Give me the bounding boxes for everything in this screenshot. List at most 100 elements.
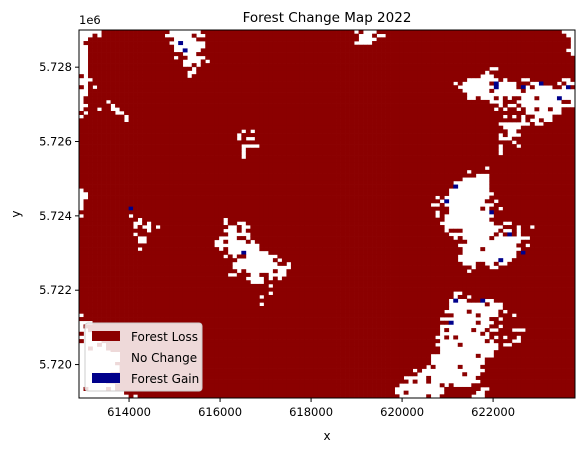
forest-loss-cell [137, 59, 143, 64]
forest-loss-cell [516, 180, 522, 185]
forest-loss-cell [552, 180, 558, 185]
forest-loss-cell [160, 59, 166, 64]
forest-loss-cell [223, 103, 229, 108]
forest-loss-cell [83, 184, 89, 189]
forest-loss-cell [448, 85, 454, 90]
forest-loss-cell [209, 41, 215, 46]
forest-loss-cell [331, 110, 337, 115]
forest-loss-cell [475, 30, 481, 35]
forest-loss-cell [218, 158, 224, 163]
forest-loss-cell [484, 114, 490, 119]
forest-loss-cell [426, 195, 432, 200]
forest-loss-cell [209, 63, 215, 68]
forest-loss-cell [349, 180, 355, 185]
forest-loss-cell [340, 30, 346, 35]
forest-loss-cell [254, 74, 260, 79]
forest-loss-cell [385, 151, 391, 156]
forest-loss-cell [525, 125, 531, 130]
forest-loss-cell [534, 41, 540, 46]
forest-loss-cell [412, 30, 418, 35]
forest-loss-cell [493, 114, 499, 119]
forest-loss-cell [529, 44, 535, 49]
forest-loss-cell [83, 114, 89, 119]
forest-loss-cell [304, 114, 310, 119]
forest-loss-cell [372, 191, 377, 196]
forest-loss-cell [565, 173, 571, 178]
forest-loss-cell [412, 33, 418, 38]
forest-loss-cell [295, 96, 301, 101]
forest-loss-cell [372, 96, 377, 101]
forest-loss-cell [511, 173, 517, 178]
forest-loss-cell [394, 85, 400, 90]
forest-loss-cell [299, 37, 305, 42]
forest-loss-cell [277, 44, 283, 49]
forest-loss-cell [543, 30, 549, 35]
forest-loss-cell [214, 147, 220, 152]
forest-loss-cell [155, 92, 161, 97]
forest-loss-cell [471, 66, 477, 71]
forest-loss-cell [381, 81, 386, 86]
forest-loss-cell [426, 88, 432, 93]
forest-loss-cell [277, 70, 283, 75]
forest-loss-cell [561, 129, 567, 134]
forest-loss-cell [484, 110, 490, 115]
forest-loss-cell [308, 77, 314, 82]
forest-loss-cell [214, 122, 220, 127]
forest-loss-cell [304, 210, 310, 215]
forest-loss-cell [308, 92, 314, 97]
forest-loss-cell [565, 110, 571, 115]
forest-loss-cell [304, 162, 310, 167]
forest-loss-cell [101, 122, 107, 127]
forest-loss-cell [101, 136, 107, 141]
forest-loss-cell [254, 55, 260, 60]
forest-loss-cell [534, 30, 540, 35]
forest-loss-cell [453, 48, 459, 53]
forest-loss-cell [358, 44, 364, 49]
forest-loss-cell [534, 55, 540, 60]
forest-loss-cell [327, 55, 332, 60]
forest-loss-cell [290, 125, 296, 130]
forest-loss-cell [336, 191, 341, 196]
forest-loss-cell [538, 155, 544, 160]
forest-loss-cell [272, 184, 278, 189]
forest-loss-cell [561, 107, 567, 112]
forest-loss-cell [317, 202, 323, 207]
forest-loss-cell [385, 144, 391, 149]
forest-loss-cell [327, 147, 332, 152]
forest-loss-cell [155, 125, 161, 130]
forest-loss-cell [146, 147, 152, 152]
forest-loss-cell [426, 63, 432, 68]
forest-loss-cell [250, 96, 256, 101]
forest-loss-cell [547, 77, 553, 82]
forest-loss-cell [381, 158, 386, 163]
forest-loss-cell [281, 114, 287, 119]
forest-loss-cell [227, 114, 233, 119]
forest-loss-cell [417, 188, 423, 193]
forest-loss-cell [205, 70, 211, 75]
forest-loss-cell [295, 169, 301, 174]
forest-loss-cell [520, 30, 526, 35]
forest-loss-cell [124, 125, 129, 130]
forest-loss-cell [313, 173, 319, 178]
forest-loss-cell [327, 85, 332, 90]
forest-loss-cell [426, 52, 432, 57]
forest-loss-cell [552, 114, 558, 119]
forest-loss-cell [399, 55, 405, 60]
forest-loss-cell [128, 77, 134, 82]
forest-loss-cell [178, 55, 184, 60]
forest-loss-cell [232, 155, 238, 160]
forest-loss-cell [164, 103, 170, 108]
forest-loss-cell [97, 55, 102, 60]
forest-loss-cell [484, 199, 490, 204]
forest-loss-cell [520, 110, 526, 115]
forest-loss-cell [227, 173, 233, 178]
forest-loss-cell [286, 37, 292, 42]
forest-loss-cell [110, 136, 116, 141]
forest-loss-cell [290, 44, 296, 49]
forest-loss-cell [552, 37, 558, 42]
forest-loss-cell [196, 129, 202, 134]
forest-loss-cell [290, 133, 296, 138]
forest-loss-cell [313, 41, 319, 46]
forest-loss-cell [227, 88, 233, 93]
forest-loss-cell [110, 140, 116, 145]
